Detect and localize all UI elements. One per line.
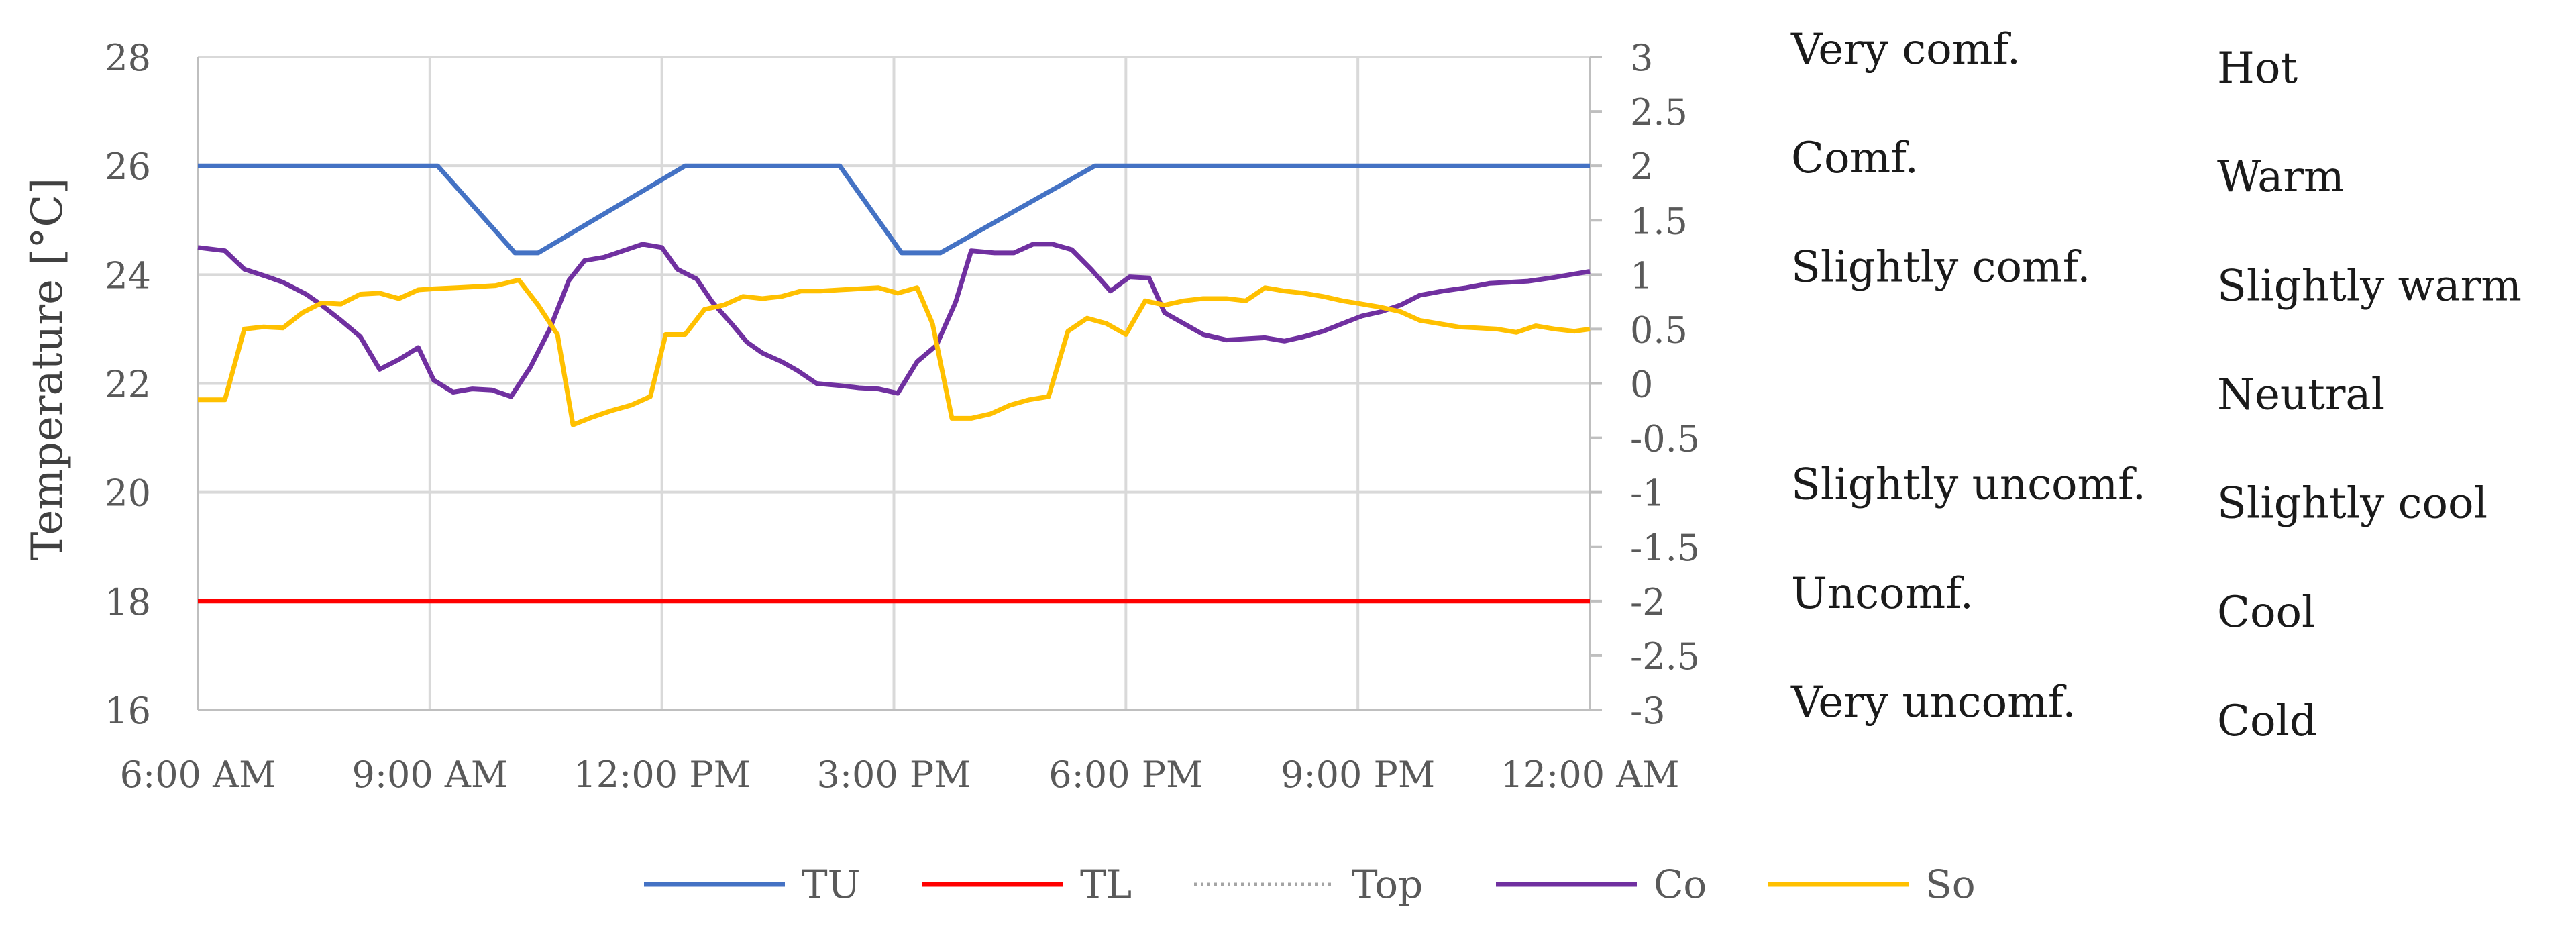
y2-tick-label: 3 bbox=[1630, 37, 1653, 79]
x-tick-label: 12:00 AM bbox=[1500, 754, 1679, 796]
y-tick-label: 24 bbox=[105, 254, 151, 297]
y2-tick-label: 1.5 bbox=[1630, 200, 1688, 242]
legend-label-so: So bbox=[1925, 862, 1976, 907]
y-tick-label: 16 bbox=[105, 690, 151, 732]
y-tick-label: 22 bbox=[105, 364, 151, 406]
sensation-scale-label: Warm bbox=[2217, 152, 2345, 202]
comfort-scale-label: Comf. bbox=[1791, 134, 1919, 183]
y-tick-label: 20 bbox=[105, 472, 151, 515]
y2-tick-label: -1 bbox=[1630, 472, 1666, 515]
scale-labels: Very comf. Comf. Slightly comf. Slightly un… bbox=[1790, 25, 2522, 746]
sensation-scale-label: Slightly cool bbox=[2217, 479, 2487, 529]
y-axis-title: Temperature [°C] bbox=[23, 178, 72, 561]
comfort-scale-label: Very comf. bbox=[1790, 25, 2021, 74]
gridlines bbox=[198, 56, 1591, 710]
y2-tick-label: 0 bbox=[1630, 364, 1653, 406]
comfort-scale-label: Very uncomf. bbox=[1790, 678, 2076, 727]
y-tick-label: 18 bbox=[105, 581, 151, 623]
legend: TU TL Top Co So bbox=[644, 862, 1976, 907]
sensation-scale-label: Neutral bbox=[2217, 370, 2385, 420]
series-line-so bbox=[198, 277, 1591, 427]
sensation-scale-label: Slightly warm bbox=[2217, 261, 2522, 311]
y2-tick-label: -1.5 bbox=[1630, 527, 1700, 569]
sensation-scale-label: Cold bbox=[2217, 696, 2317, 746]
y2-tick-label: -3 bbox=[1630, 690, 1666, 732]
y2-tick-label: 1 bbox=[1630, 254, 1653, 297]
y2-tick-label: 2.5 bbox=[1630, 91, 1688, 134]
legend-label-top: Top bbox=[1352, 862, 1423, 907]
comfort-scale-label: Slightly uncomf. bbox=[1791, 460, 2146, 510]
comfort-scale-label: Uncomf. bbox=[1791, 569, 1974, 619]
legend-label-tu: TU bbox=[802, 862, 861, 907]
legend-label-co: Co bbox=[1654, 862, 1707, 907]
y2-tick-label: -0.5 bbox=[1630, 418, 1700, 460]
comfort-scale-label: Slightly comf. bbox=[1791, 242, 2090, 292]
x-tick-label: 9:00 PM bbox=[1281, 754, 1435, 796]
y2-tick-label: -2 bbox=[1630, 581, 1666, 623]
x-tick-label: 3:00 PM bbox=[816, 754, 971, 796]
series-line-tu bbox=[198, 163, 1590, 256]
x-tick-label: 6:00 AM bbox=[120, 754, 276, 796]
tick-labels: 16 18 20 22 24 26 28 -3 -2.5 -2 -1.5 -1 -0.5 0 0.5 1 1.5… bbox=[105, 37, 1700, 796]
x-tick-label: 12:00 PM bbox=[573, 754, 750, 796]
legend-label-tl: TL bbox=[1080, 862, 1132, 907]
sensation-scale-label: Hot bbox=[2217, 44, 2298, 93]
y-tick-label: 28 bbox=[105, 37, 151, 79]
data-series bbox=[197, 163, 1591, 604]
y2-tick-label: -2.5 bbox=[1630, 635, 1700, 678]
series-line-co bbox=[197, 242, 1591, 399]
y-tick-label: 26 bbox=[105, 146, 151, 188]
sensation-scale-label: Cool bbox=[2217, 588, 2316, 637]
x-tick-label: 6:00 PM bbox=[1049, 754, 1203, 796]
y2-tick-label: 0.5 bbox=[1630, 309, 1688, 351]
y2-tick-label: 2 bbox=[1630, 146, 1653, 188]
x-tick-label: 9:00 AM bbox=[352, 754, 508, 796]
